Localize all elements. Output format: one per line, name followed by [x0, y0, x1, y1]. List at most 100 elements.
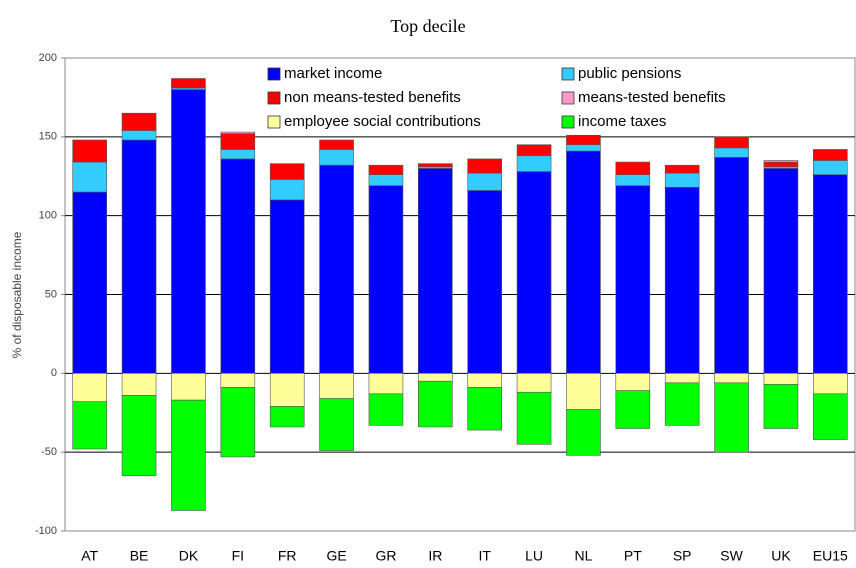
bar-segment [467, 158, 502, 174]
bar-segment [269, 179, 305, 201]
bar-segment [813, 393, 848, 440]
bar-segment [121, 139, 157, 374]
bar-segment [615, 161, 651, 175]
legend-label: employee social contributions [284, 113, 481, 130]
bar-segment [319, 373, 354, 399]
bar-segment [763, 384, 799, 429]
bar-segment [319, 139, 354, 150]
bar-segment [418, 380, 453, 428]
y-tick-label: 100 [39, 210, 57, 222]
legend-label: means-tested benefits [578, 89, 726, 106]
x-tick-label: PT [624, 548, 642, 564]
bar-segment [72, 161, 107, 193]
bar-segment [664, 186, 700, 374]
y-axis-label: % of disposable income [10, 231, 24, 358]
x-tick-label: IR [428, 548, 442, 564]
x-tick-label: EU15 [813, 548, 848, 564]
bar-segment [516, 144, 552, 157]
y-tick-label: 50 [45, 288, 57, 300]
legend-label: non means-tested benefits [284, 89, 461, 106]
bar-segment [72, 373, 107, 403]
x-tick-label: SP [673, 548, 692, 564]
bar-segment [319, 149, 354, 166]
bar-segment [615, 185, 651, 374]
x-tick-label: NL [574, 548, 592, 564]
x-tick-label: UK [771, 548, 791, 564]
bar-segment [121, 395, 157, 477]
chart-title: Top decile [390, 16, 465, 36]
bar-segment [813, 174, 848, 374]
bar-segment [319, 398, 354, 451]
x-tick-label: SW [720, 548, 743, 564]
bar-segment [418, 373, 453, 382]
bar-segment [763, 168, 799, 374]
legend-swatch [561, 115, 575, 129]
bar-segment [566, 373, 601, 410]
x-tick-label: FR [278, 548, 297, 564]
bar-segment [220, 133, 256, 150]
bar-segment [467, 373, 502, 388]
legend-swatch [267, 115, 281, 129]
bar-segment [714, 157, 749, 374]
bar-segment [516, 391, 552, 445]
bar-segment [171, 373, 206, 401]
bar-segment [121, 112, 157, 131]
bar-segment [220, 373, 256, 388]
x-tick-label: LU [525, 548, 543, 564]
bar-segment [516, 171, 552, 374]
y-tick-label: 200 [39, 52, 57, 64]
y-tick-label: 150 [39, 131, 57, 143]
y-tick-label: 0 [51, 367, 57, 379]
legend-swatch [561, 67, 575, 81]
bar-segment [763, 160, 799, 163]
bar-segment [467, 190, 502, 374]
bar-segment [319, 164, 354, 374]
bar-segment [220, 131, 256, 134]
x-tick-label: GR [375, 548, 396, 564]
bar-segment [72, 401, 107, 450]
bar-segment [664, 382, 700, 426]
legend-label: market income [284, 65, 382, 82]
bar-segment [269, 199, 305, 374]
bar-segment [664, 373, 700, 384]
x-tick-label: IT [478, 548, 491, 564]
bar-segment [220, 387, 256, 458]
legend-swatch [267, 67, 281, 81]
bar-segment [516, 373, 552, 393]
bar-segment [566, 134, 601, 146]
bar-segment [467, 387, 502, 431]
x-tick-label: AT [81, 548, 98, 564]
bar-segment [121, 130, 157, 141]
bar-segment [121, 373, 157, 396]
bar-segment [220, 158, 256, 374]
bar-segment [714, 382, 749, 453]
bar-segment [368, 174, 404, 187]
bar-segment [269, 406, 305, 428]
y-tick-label: -100 [35, 525, 57, 537]
bar-segment [171, 89, 206, 374]
bar-segment [220, 149, 256, 160]
bar-segment [664, 164, 700, 174]
bar-segment [566, 144, 601, 152]
bar-segment [813, 373, 848, 395]
legend-swatch [267, 91, 281, 105]
bar-segment [566, 150, 601, 374]
bar-segment [615, 174, 651, 187]
bar-segment [813, 149, 848, 161]
bar-segment [418, 163, 453, 168]
bar-segment [269, 373, 305, 407]
bar-segment [368, 164, 404, 175]
bar-segment [615, 390, 651, 429]
bar-segment [566, 409, 601, 456]
bar-segment [418, 168, 453, 374]
bar-segment [763, 373, 799, 385]
bar-segment [813, 160, 848, 175]
bar-segment [664, 172, 700, 188]
bar-segment [171, 399, 206, 511]
bar-segment [72, 191, 107, 374]
legend-label: public pensions [578, 65, 681, 82]
bar-segment [763, 161, 799, 168]
bar-segment [171, 78, 206, 89]
bar-segment [368, 185, 404, 374]
